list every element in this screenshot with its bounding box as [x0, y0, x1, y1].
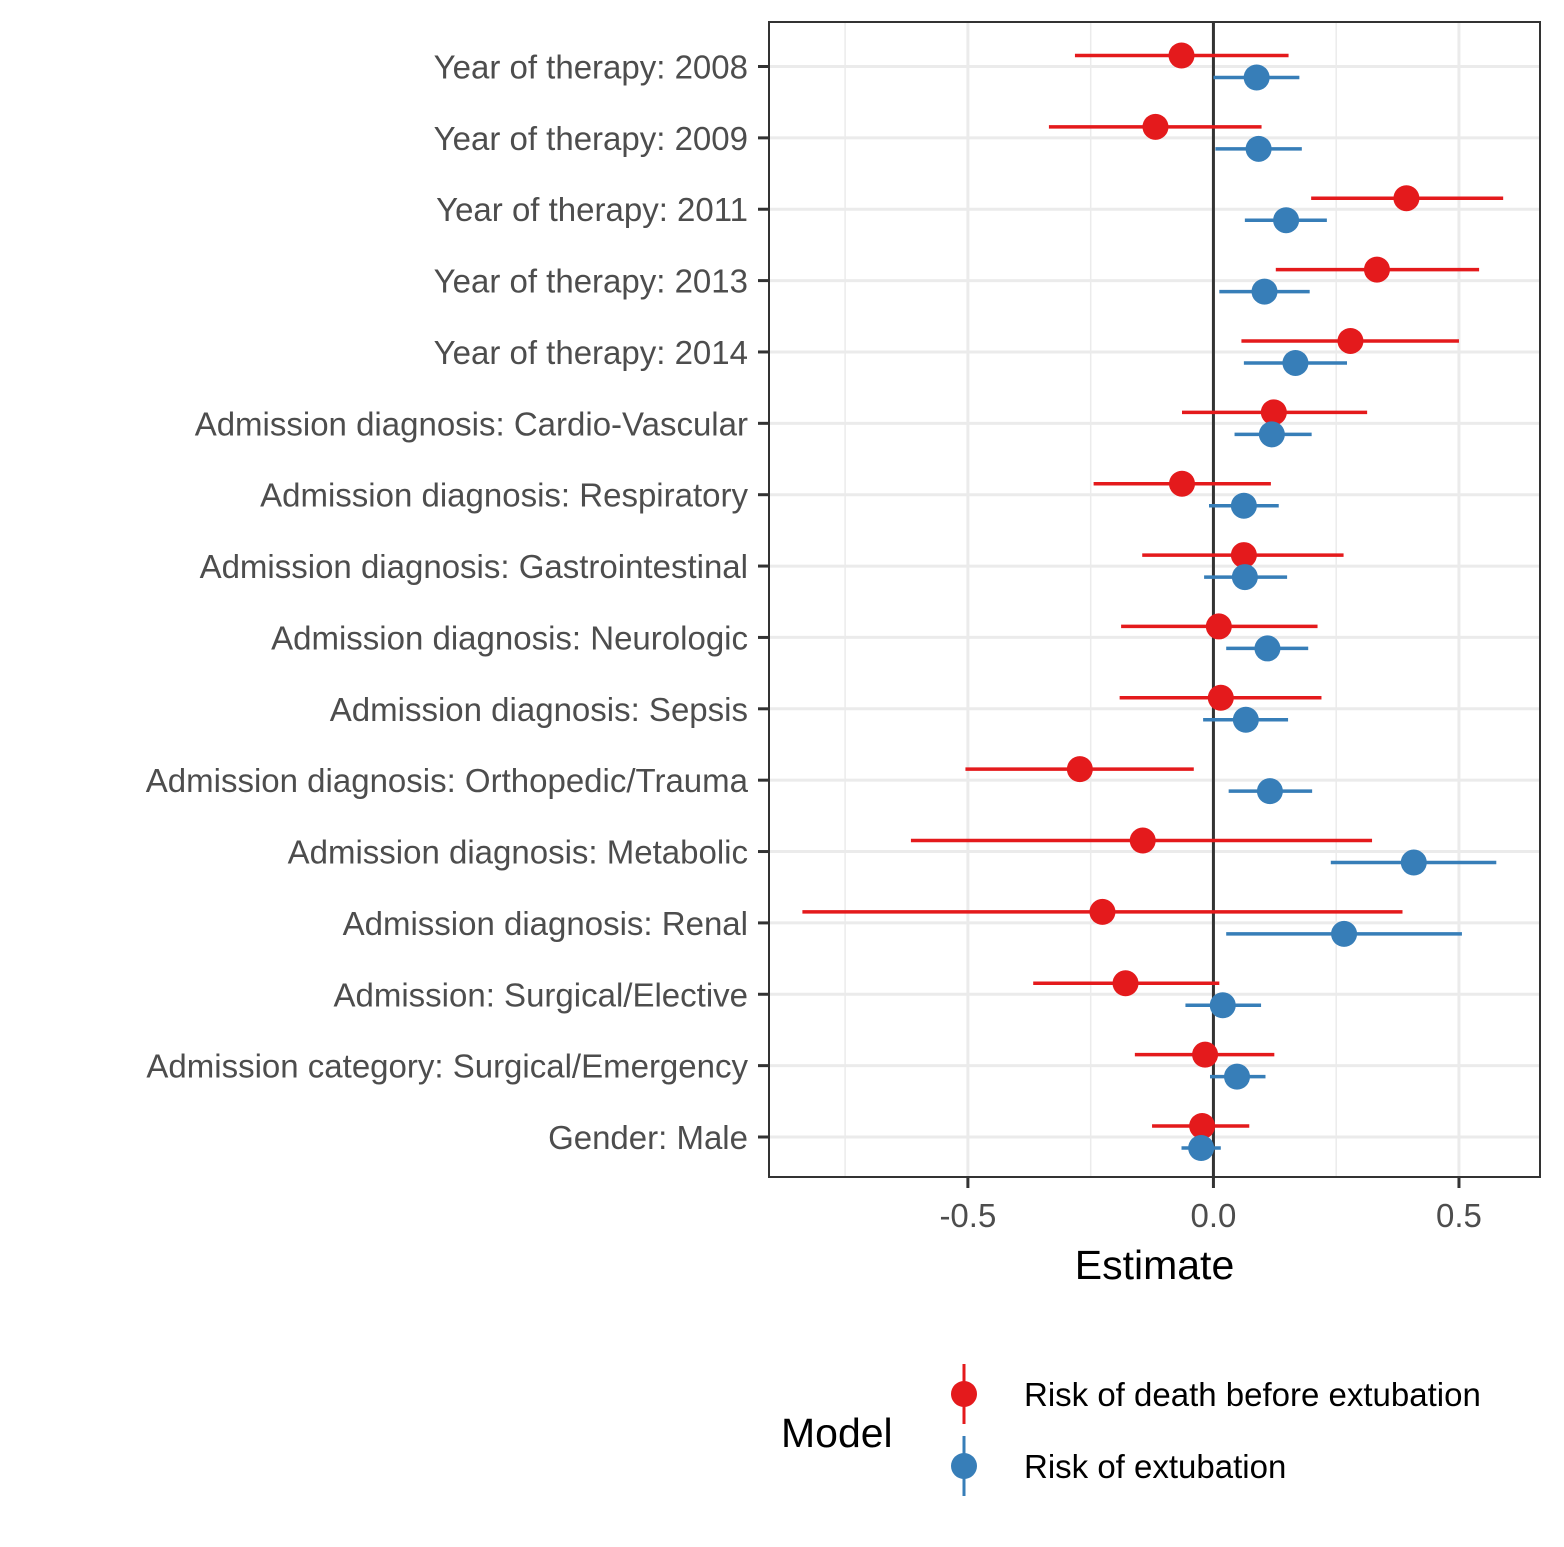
legend-title: Model — [781, 1410, 893, 1456]
y-tick-label-6: Admission diagnosis: Respiratory — [260, 477, 748, 514]
legend-key-1 — [951, 1436, 977, 1496]
estimate-point-0-0 — [1168, 42, 1195, 69]
x-tick-label-1: 0.0 — [1190, 1197, 1236, 1234]
x-axis: -0.5 0.0 0.5 — [939, 1177, 1482, 1234]
legend-label-1: Risk of extubation — [1024, 1448, 1286, 1485]
estimate-point-1-9 — [1232, 706, 1259, 733]
estimate-point-0-9 — [1207, 684, 1234, 711]
estimate-point-1-10 — [1256, 778, 1283, 805]
grid — [769, 22, 1540, 1177]
estimate-point-1-1 — [1245, 135, 1272, 162]
legend-key-point-0 — [951, 1381, 977, 1407]
y-tick-label-13: Admission: Surgical/Elective — [334, 976, 749, 1013]
legend-label-0: Risk of death before extubation — [1024, 1376, 1481, 1413]
estimate-point-0-14 — [1192, 1041, 1219, 1068]
estimate-point-1-4 — [1282, 349, 1309, 376]
estimate-point-1-14 — [1224, 1063, 1251, 1090]
y-tick-label-11: Admission diagnosis: Metabolic — [288, 834, 748, 871]
estimate-point-0-4 — [1337, 327, 1364, 354]
y-tick-label-1: Year of therapy: 2009 — [434, 120, 748, 157]
estimate-point-1-15 — [1188, 1135, 1215, 1161]
x-tick-label-2: 0.5 — [1436, 1197, 1482, 1234]
estimate-point-0-11 — [1129, 827, 1156, 854]
y-tick-label-3: Year of therapy: 2013 — [434, 263, 748, 300]
y-axis: Year of therapy: 2008 Year of therapy: 20… — [146, 49, 769, 1156]
estimate-point-1-3 — [1251, 278, 1278, 305]
y-tick-label-7: Admission diagnosis: Gastrointestinal — [200, 548, 748, 585]
estimate-point-1-7 — [1231, 564, 1258, 591]
x-tick-label-0: -0.5 — [939, 1197, 996, 1234]
legend-key-point-1 — [951, 1453, 977, 1479]
estimate-point-0-8 — [1205, 613, 1232, 640]
estimate-point-1-11 — [1400, 849, 1427, 876]
estimate-point-1-6 — [1230, 492, 1257, 519]
legend-key-0 — [951, 1364, 977, 1424]
panel-border — [768, 21, 1541, 1178]
estimate-point-0-2 — [1393, 185, 1420, 212]
estimate-point-1-8 — [1254, 635, 1281, 662]
estimate-point-0-12 — [1089, 898, 1116, 925]
y-tick-label-14: Admission category: Surgical/Emergency — [146, 1048, 748, 1085]
data-marks — [802, 42, 1504, 1161]
estimate-point-0-6 — [1169, 470, 1196, 497]
y-tick-label-8: Admission diagnosis: Neurologic — [271, 619, 748, 656]
estimate-point-1-13 — [1209, 992, 1236, 1019]
estimate-point-0-13 — [1112, 970, 1139, 997]
x-axis-title: Estimate — [1075, 1242, 1235, 1288]
estimate-point-1-0 — [1243, 64, 1270, 91]
y-tick-label-12: Admission diagnosis: Renal — [343, 905, 748, 942]
estimate-point-0-1 — [1142, 113, 1169, 140]
y-tick-label-4: Year of therapy: 2014 — [434, 334, 748, 371]
estimate-point-1-5 — [1258, 421, 1285, 448]
estimate-point-0-3 — [1363, 256, 1390, 283]
estimate-point-0-15 — [1189, 1113, 1216, 1139]
y-tick-label-15: Gender: Male — [548, 1119, 748, 1156]
legend: Model Risk of death before extubation Ris… — [781, 1364, 1481, 1496]
series-1 — [1181, 64, 1497, 1161]
y-tick-label-9: Admission diagnosis: Sepsis — [330, 691, 748, 728]
y-tick-label-5: Admission diagnosis: Cardio-Vascular — [195, 405, 748, 442]
series-0 — [802, 42, 1504, 1139]
y-tick-label-2: Year of therapy: 2011 — [436, 191, 748, 228]
estimate-point-0-5 — [1260, 399, 1287, 426]
estimate-point-1-2 — [1273, 207, 1300, 234]
estimate-point-1-12 — [1331, 920, 1358, 947]
y-tick-label-0: Year of therapy: 2008 — [434, 49, 748, 86]
estimate-point-0-10 — [1066, 756, 1093, 783]
estimate-point-0-7 — [1230, 542, 1257, 569]
y-tick-label-10: Admission diagnosis: Orthopedic/Trauma — [146, 762, 749, 799]
